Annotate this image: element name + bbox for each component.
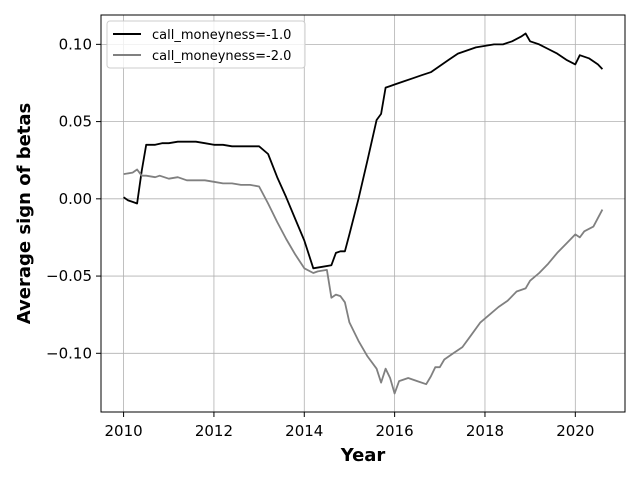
series-line-1 <box>123 32 604 270</box>
y-tick-label: 0.05 <box>59 113 92 131</box>
legend: call_moneyness=-1.0 call_moneyness=-2.0 <box>106 20 306 69</box>
x-tick-label: 2018 <box>466 422 504 440</box>
x-tick-label: 2010 <box>104 422 142 440</box>
series-line-2 <box>123 168 604 395</box>
y-axis: 0.10 0.05 0.00 −0.05 −0.10 <box>46 35 101 362</box>
x-tick-label: 2020 <box>556 422 594 440</box>
x-axis: 2010 2012 2014 2016 2018 2020 <box>104 412 594 440</box>
y-tick-label: 0.00 <box>59 190 92 208</box>
legend-box <box>106 20 306 69</box>
plot-frame <box>100 14 626 413</box>
y-tick-label: −0.10 <box>46 344 92 362</box>
x-tick-label: 2016 <box>376 422 414 440</box>
y-tick-label: −0.05 <box>46 267 92 285</box>
series-layer <box>123 32 604 395</box>
y-tick-label: 0.10 <box>59 35 92 53</box>
y-axis-title: Average sign of betas <box>14 103 35 324</box>
x-tick-label: 2012 <box>195 422 233 440</box>
legend-label-series-1: call_moneyness=-1.0 <box>152 28 291 43</box>
legend-label-series-2: call_moneyness=-2.0 <box>152 49 291 64</box>
x-axis-title: Year <box>340 445 386 466</box>
x-tick-label: 2014 <box>285 422 323 440</box>
